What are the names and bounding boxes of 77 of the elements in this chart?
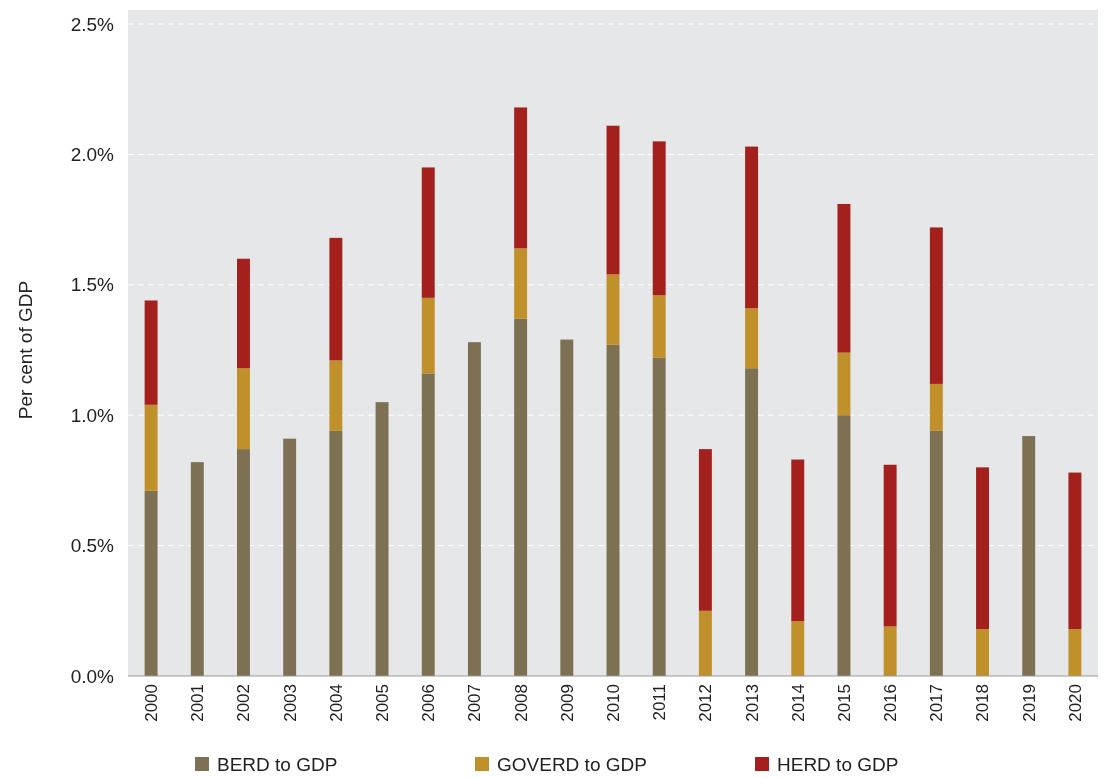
bar (421, 167, 435, 298)
x-tick-label: 2005 (373, 684, 392, 722)
bar (1068, 472, 1082, 630)
bar (144, 404, 158, 491)
bar (791, 459, 805, 622)
bar (237, 449, 250, 676)
bar (329, 360, 343, 431)
bar (606, 125, 620, 275)
bar (1022, 436, 1036, 676)
legend-label: GOVERD to GDP (497, 753, 647, 775)
bar (283, 438, 297, 676)
bar (329, 237, 343, 361)
bar (976, 467, 989, 630)
x-tick-label: 2011 (650, 684, 670, 721)
x-tick-label: 2009 (557, 684, 577, 722)
x-tick-label: 2015 (834, 684, 854, 722)
bar (883, 464, 897, 627)
y-tick-label: 1.0% (70, 404, 115, 426)
bar (745, 368, 759, 676)
bar (144, 490, 158, 676)
bar (237, 258, 250, 369)
bar (791, 621, 805, 676)
bar (1068, 629, 1082, 676)
y-axis-title: Per cent of GDP (15, 280, 36, 420)
x-tick-label: 2004 (326, 684, 346, 722)
bar (514, 318, 528, 676)
x-tick-label: 2008 (511, 684, 531, 722)
x-tick-label: 2018 (973, 684, 993, 722)
bar (929, 227, 943, 384)
bar (144, 300, 158, 405)
x-tick-label: 2001 (188, 684, 208, 722)
bar (467, 342, 481, 676)
bar (976, 629, 989, 676)
bar (514, 107, 528, 249)
y-tick-label: 1.5% (70, 274, 115, 296)
bar (421, 373, 435, 676)
bar (837, 415, 851, 676)
x-tick-label: 2006 (419, 684, 439, 722)
x-tick-label: 2007 (465, 684, 485, 722)
bar (514, 248, 528, 319)
bar (837, 352, 851, 416)
x-tick-label: 2014 (788, 684, 808, 722)
bar (929, 430, 943, 676)
x-tick-label: 2016 (881, 684, 901, 722)
y-tick-label: 2.5% (70, 13, 115, 35)
bar (698, 449, 712, 611)
bar (652, 295, 666, 358)
bar (329, 430, 343, 676)
x-tick-label: 2017 (927, 684, 947, 722)
bar (745, 146, 759, 309)
bar (190, 462, 204, 676)
bar (652, 141, 666, 296)
bar (652, 357, 666, 676)
x-tick-label: 2013 (742, 684, 762, 722)
x-tick-label: 2010 (603, 684, 623, 722)
x-tick-label: 2002 (234, 684, 254, 722)
bar (421, 297, 435, 374)
x-tick-label: 2012 (696, 684, 716, 722)
bar (606, 344, 620, 676)
y-tick-label: 0.0% (70, 665, 115, 687)
bar (745, 308, 759, 369)
x-tick-label: 2000 (142, 684, 162, 722)
bar (698, 610, 712, 676)
bar (237, 368, 250, 450)
y-tick-label: 0.5% (70, 535, 115, 557)
bar (883, 626, 897, 676)
bar (929, 383, 943, 431)
x-tick-label: 2003 (280, 684, 300, 722)
bar (375, 402, 389, 676)
bar (837, 203, 851, 353)
legend-label: HERD to GDP (777, 753, 899, 775)
bar (606, 274, 620, 345)
x-tick-label: 2019 (1019, 684, 1039, 722)
x-tick-label: 2020 (1065, 684, 1085, 722)
bar (560, 339, 574, 676)
legend-label: BERD to GDP (217, 753, 338, 775)
y-tick-label: 2.0% (70, 144, 115, 166)
